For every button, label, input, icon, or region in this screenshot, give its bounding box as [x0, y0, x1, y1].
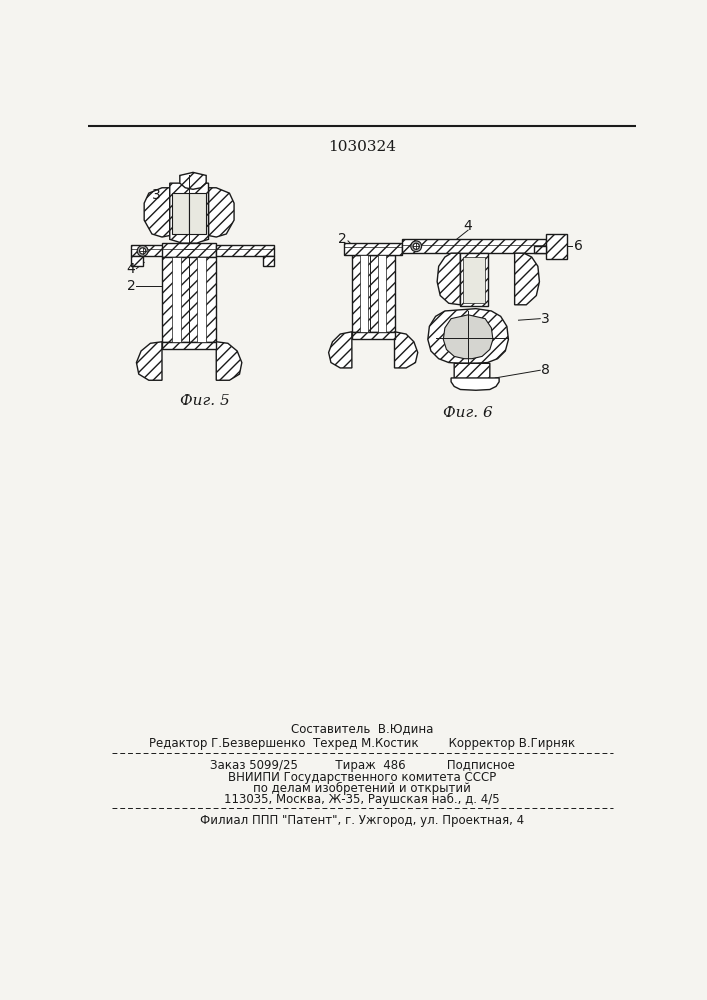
Bar [344, 243, 402, 255]
Bar [546, 234, 567, 259]
Text: 1030324: 1030324 [328, 140, 396, 154]
Text: Фиг. 6: Фиг. 6 [443, 406, 493, 420]
Polygon shape [172, 193, 189, 234]
Text: Редактор Г.Безвершенко  Техред М.Костик        Корректор В.Гирняк: Редактор Г.Безвершенко Техред М.Костик К… [149, 737, 575, 750]
Bar [216, 245, 274, 256]
Text: 6: 6 [574, 239, 583, 253]
Polygon shape [515, 253, 539, 305]
Polygon shape [136, 342, 162, 380]
Polygon shape [180, 172, 206, 189]
Polygon shape [454, 363, 490, 385]
Text: ВНИИПИ Государственного комитета СССР: ВНИИПИ Государственного комитета СССР [228, 771, 496, 784]
Polygon shape [329, 332, 352, 368]
Bar [131, 245, 193, 256]
Text: Заказ 5099/25          Тираж  486           Подписное: Заказ 5099/25 Тираж 486 Подписное [209, 759, 515, 772]
Bar [402, 239, 546, 253]
Bar [131, 256, 143, 266]
Text: 3: 3 [152, 188, 161, 202]
Bar [162, 243, 216, 257]
Circle shape [411, 241, 421, 252]
Text: 8: 8 [541, 363, 550, 377]
Text: по делам изобретений и открытий: по делам изобретений и открытий [253, 782, 471, 795]
Bar [172, 257, 182, 342]
Text: 2: 2 [338, 232, 347, 246]
Bar [352, 255, 395, 332]
Bar [263, 256, 274, 266]
Polygon shape [451, 378, 499, 390]
Text: 4: 4 [464, 219, 472, 233]
Text: 113035, Москва, Ж-35, Раушская наб., д. 4/5: 113035, Москва, Ж-35, Раушская наб., д. … [224, 793, 500, 806]
Polygon shape [395, 332, 418, 368]
Circle shape [139, 248, 146, 254]
Bar [361, 255, 368, 332]
Circle shape [413, 243, 419, 249]
Polygon shape [462, 257, 485, 303]
Polygon shape [428, 309, 508, 363]
Polygon shape [189, 193, 206, 234]
Bar [534, 246, 546, 253]
Bar [197, 257, 206, 342]
Polygon shape [144, 188, 170, 237]
Bar [162, 342, 216, 349]
Bar [352, 332, 395, 339]
Text: 4: 4 [127, 262, 135, 276]
Polygon shape [437, 253, 460, 305]
Text: Составитель  В.Юдина: Составитель В.Юдина [291, 722, 433, 735]
Text: Фиг. 5: Фиг. 5 [180, 394, 230, 408]
Polygon shape [209, 188, 234, 237]
Bar [378, 255, 386, 332]
Text: 3: 3 [542, 312, 550, 326]
Polygon shape [460, 253, 488, 306]
Polygon shape [216, 342, 242, 380]
Polygon shape [443, 315, 493, 359]
Bar [162, 257, 216, 342]
Text: 2: 2 [127, 279, 135, 293]
Circle shape [137, 246, 148, 256]
Text: Филиал ППП "Патент", г. Ужгород, ул. Проектная, 4: Филиал ППП "Патент", г. Ужгород, ул. Про… [200, 814, 524, 827]
Polygon shape [170, 183, 209, 243]
